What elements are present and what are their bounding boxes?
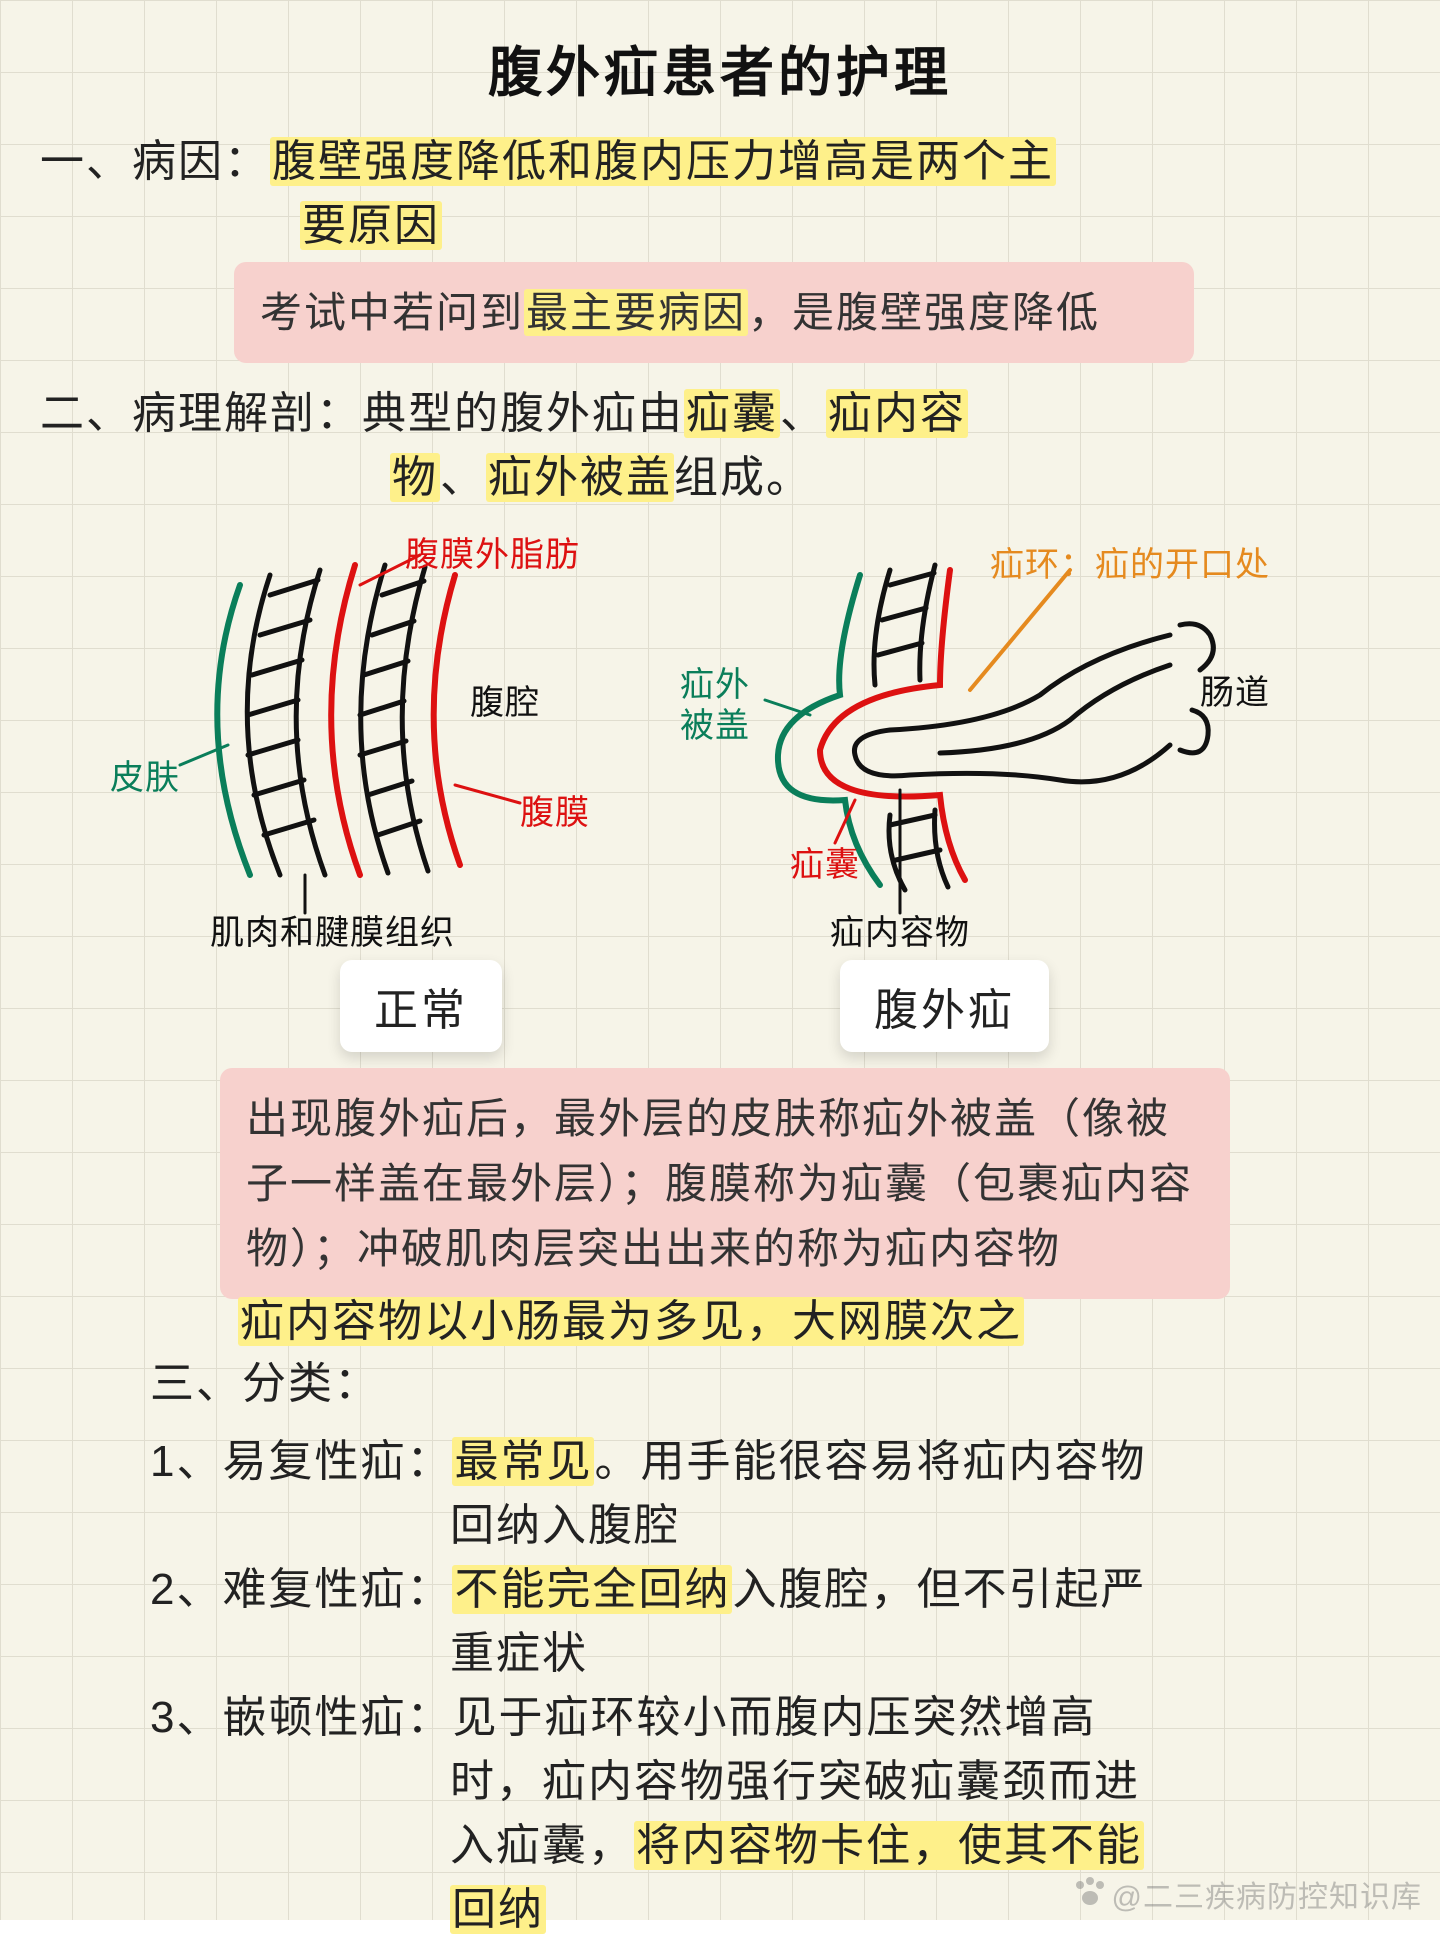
section1-line1: 一、病因：腹壁强度降低和腹内压力增高是两个主 (40, 130, 1056, 194)
s3-item1-l1: 1、易复性疝：最常见。用手能很容易将疝内容物 (150, 1430, 1146, 1494)
section2-plain-a: 典型的腹外疝由 (362, 389, 684, 438)
s3-item1-l2: 回纳入腹腔 (450, 1494, 680, 1558)
caption-hernia: 腹外疝 (840, 960, 1049, 1052)
pink1-hl: 最主要病因 (524, 289, 748, 336)
paw-icon (1072, 1877, 1108, 1907)
section2-l2-hl2: 疝外被盖 (486, 453, 674, 502)
s3-item2-l1: 2、难复性疝：不能完全回纳入腹腔，但不引起严 (150, 1558, 1146, 1622)
section1-line2: 要原因 (300, 194, 442, 258)
title-wrap: 腹外疝患者的护理 (0, 28, 1440, 107)
s3-i2-num: 2、难复性疝： (150, 1565, 452, 1614)
s3-i3-hl3: 回纳 (450, 1885, 546, 1934)
anatomy-diagram: 皮肤 腹膜外脂肪 腹腔 腹膜 肌肉和腱膜组织 疝外 被盖 疝囊 疝内容物 疝环：… (120, 525, 1320, 935)
watermark: @二三疾病防控知识库 (1072, 1872, 1422, 1916)
caption-normal: 正常 (340, 960, 502, 1052)
yellow-line-text: 疝内容物以小肠最为多见，大网膜次之 (238, 1297, 1024, 1346)
section3-label: 三、分类： (150, 1352, 380, 1416)
label-peritoneum: 腹膜 (520, 785, 590, 834)
label-contents: 疝内容物 (830, 905, 970, 954)
section1-pinkbox: 考试中若问到最主要病因，是腹壁强度降低 (234, 262, 1194, 363)
label-muscle: 肌肉和腱膜组织 (210, 905, 455, 954)
section1-hl2: 要原因 (300, 201, 442, 250)
section1-label: 一、病因： (40, 137, 270, 186)
pink1-pre: 考试中若问到 (260, 289, 524, 336)
s3-item3-l1: 3、嵌顿性疝：见于疝环较小而腹内压突然增高 (150, 1686, 1096, 1750)
section2-label: 二、病理解剖： (40, 389, 362, 438)
section2-line1: 二、病理解剖：典型的腹外疝由疝囊、疝内容 (40, 382, 968, 446)
s3-i1-hl: 最常见 (452, 1437, 594, 1486)
label-sac: 疝囊 (790, 837, 860, 886)
label-ring: 疝环：疝的开口处 (990, 537, 1270, 586)
section2-line2: 物、疝外被盖组成。 (390, 446, 812, 510)
s3-i3-hl2: 将内容物卡住，使其不能 (634, 1821, 1144, 1870)
section2-hl-a: 疝囊 (684, 389, 780, 438)
s3-i1-num: 1、易复性疝： (150, 1437, 452, 1486)
page-title: 腹外疝患者的护理 (488, 28, 952, 107)
section2-hl-b: 疝内容 (826, 389, 968, 438)
label-covering: 疝外 被盖 (680, 665, 750, 747)
label-cavity: 腹腔 (470, 675, 540, 724)
section1-hl1: 腹壁强度降低和腹内压力增高是两个主 (270, 137, 1056, 186)
section2-l2-sep: 、 (440, 453, 486, 502)
label-intestine: 肠道 (1200, 665, 1270, 714)
s3-i3-r1: 见于疝环较小而腹内压突然增高 (452, 1693, 1096, 1742)
pinkbox-2: 出现腹外疝后，最外层的皮肤称疝外被盖（像被子一样盖在最外层）；腹膜称为疝囊（包裹… (220, 1068, 1230, 1299)
s3-i2-r1: 入腹腔，但不引起严 (732, 1565, 1146, 1614)
s3-item3-l4: 回纳 (450, 1878, 546, 1942)
label-fat: 腹膜外脂肪 (405, 527, 580, 576)
label-skin: 皮肤 (110, 750, 180, 799)
section2-sep1: 、 (780, 389, 826, 438)
pink1-post: ，是腹壁强度降低 (748, 289, 1100, 336)
s3-item3-l2: 时，疝内容物强行突破疝囊颈而进 (450, 1750, 1140, 1814)
s3-item3-l3: 入疝囊，将内容物卡住，使其不能 (450, 1814, 1144, 1878)
s3-i3-num: 3、嵌顿性疝： (150, 1693, 452, 1742)
section2-l2-hl1: 物 (390, 453, 440, 502)
s3-i3-r3: 入疝囊， (450, 1821, 634, 1870)
section2-l2-tail: 组成。 (674, 453, 812, 502)
page-root: 腹外疝患者的护理 一、病因：腹壁强度降低和腹内压力增高是两个主 要原因 考试中若… (0, 0, 1440, 1920)
yellow-line: 疝内容物以小肠最为多见，大网膜次之 (238, 1290, 1024, 1354)
s3-i1-r1: 。用手能很容易将疝内容物 (594, 1437, 1146, 1486)
s3-i2-hl: 不能完全回纳 (452, 1565, 732, 1614)
watermark-text: @二三疾病防控知识库 (1112, 1881, 1422, 1914)
s3-item2-l2: 重症状 (450, 1622, 588, 1686)
